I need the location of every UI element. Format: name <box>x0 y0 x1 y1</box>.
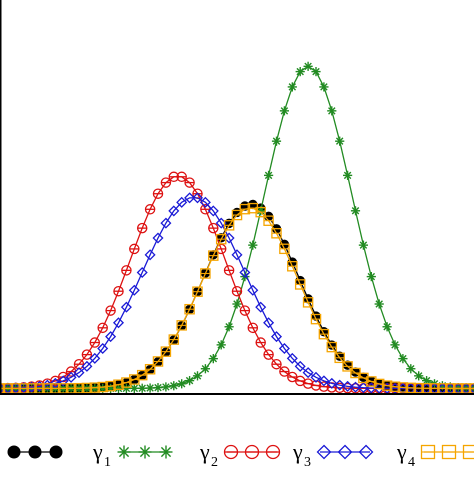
data-point <box>311 67 320 76</box>
data-point <box>264 171 273 180</box>
legend-marker <box>118 446 131 459</box>
data-point <box>225 322 234 331</box>
legend-label-sub: 1 <box>104 455 111 470</box>
data-point <box>319 82 328 91</box>
legend-marker <box>8 446 20 458</box>
data-point <box>232 287 241 296</box>
data-point <box>201 364 210 373</box>
legend-marker <box>50 446 62 458</box>
legend-marker <box>139 446 152 459</box>
data-point <box>296 67 305 76</box>
legend-label-sub: 4 <box>408 455 415 470</box>
data-point <box>304 62 313 71</box>
data-point <box>153 383 162 392</box>
data-point <box>327 106 336 115</box>
series-0 <box>0 200 474 392</box>
data-point <box>193 371 202 380</box>
plot-area <box>0 62 474 393</box>
legend-marker <box>443 446 456 459</box>
data-point <box>185 178 194 187</box>
data-point <box>225 266 234 275</box>
data-point <box>343 171 352 180</box>
data-point <box>272 360 281 369</box>
legend-label-sub: 2 <box>211 455 218 470</box>
data-point <box>138 384 147 393</box>
data-point <box>177 379 186 388</box>
legend-marker <box>464 446 474 459</box>
data-point <box>240 306 249 315</box>
data-point <box>256 338 265 347</box>
data-point <box>414 371 423 380</box>
data-point <box>209 354 218 363</box>
data-point <box>146 205 155 214</box>
legend-marker <box>246 446 259 459</box>
data-point <box>390 340 399 349</box>
data-point <box>153 189 162 198</box>
data-point <box>138 224 147 233</box>
legend-marker <box>29 446 41 458</box>
legend-label: γ <box>396 439 407 464</box>
series-4 <box>0 204 474 394</box>
data-point <box>161 178 170 187</box>
data-point <box>272 137 281 146</box>
series-line <box>0 66 474 388</box>
data-point <box>161 382 170 391</box>
data-point <box>248 323 257 332</box>
data-point <box>130 244 139 253</box>
legend-marker <box>422 446 435 459</box>
series-1 <box>0 62 474 393</box>
data-point <box>106 306 115 315</box>
data-point <box>398 354 407 363</box>
legend-label: γ <box>199 439 210 464</box>
legend-marker <box>267 446 280 459</box>
data-point <box>335 137 344 146</box>
data-point <box>177 172 186 181</box>
legend-marker <box>160 446 173 459</box>
data-point <box>383 322 392 331</box>
data-point <box>146 383 155 392</box>
legend-label-sub: 3 <box>304 455 311 470</box>
data-point <box>248 241 257 250</box>
plot-frame <box>1 0 474 394</box>
data-point <box>169 381 178 390</box>
data-point <box>90 338 99 347</box>
data-point <box>217 340 226 349</box>
data-point <box>351 206 360 215</box>
data-point <box>114 287 123 296</box>
legend-entry-0 <box>8 446 62 458</box>
data-point <box>122 266 131 275</box>
legend-label: γ <box>92 439 103 464</box>
legend-marker <box>225 446 238 459</box>
data-point <box>209 224 218 233</box>
data-point <box>185 376 194 385</box>
data-point <box>264 350 273 359</box>
data-point <box>98 323 107 332</box>
data-point <box>406 364 415 373</box>
data-point <box>375 299 384 308</box>
data-point <box>359 241 368 250</box>
legend-label: γ <box>292 439 303 464</box>
data-point <box>288 82 297 91</box>
data-point <box>280 106 289 115</box>
data-point <box>367 272 376 281</box>
